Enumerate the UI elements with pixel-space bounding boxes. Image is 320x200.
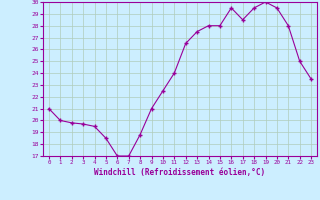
X-axis label: Windchill (Refroidissement éolien,°C): Windchill (Refroidissement éolien,°C): [94, 168, 266, 177]
